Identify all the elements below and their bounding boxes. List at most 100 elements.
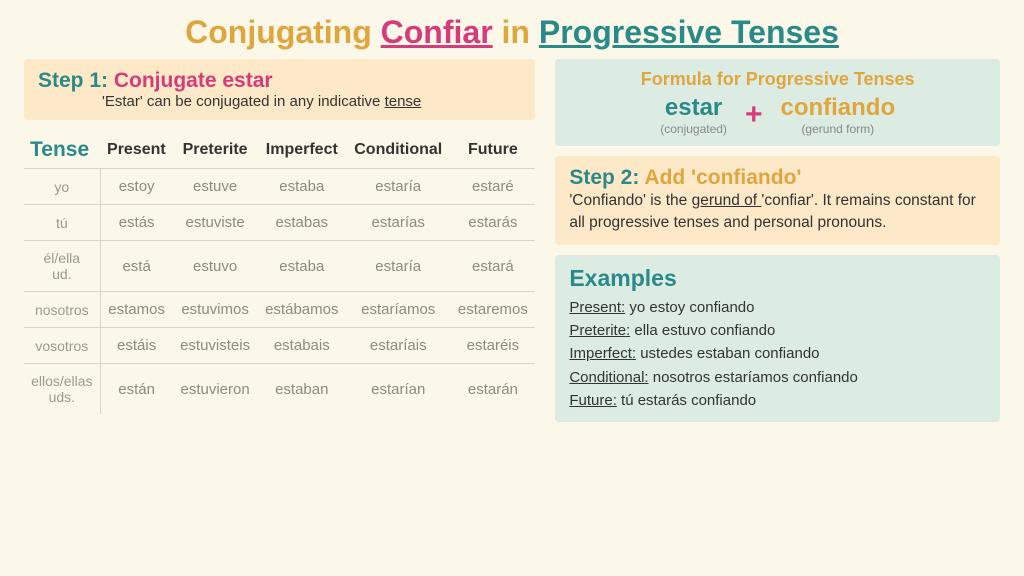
content-row: Step 1: Conjugate estar 'Estar' can be c… [0,59,1024,422]
example-tense: Conditional: [569,369,648,386]
example-text: yo estoy confiando [625,299,754,316]
conj-cell: estaremos [450,292,535,328]
conj-cell: estuvieron [173,364,258,415]
conj-cell: estaría [346,241,450,292]
table-row: yoestoyestuveestabaestaríaestaré [24,169,535,205]
pronoun-cell: ellos/ellas uds. [24,364,100,415]
table-row: ellos/ellas uds.estánestuvieronestabanes… [24,364,535,415]
example-tense: Future: [569,392,617,409]
page-title: Conjugating Confiar in Progressive Tense… [0,0,1024,59]
left-column: Step 1: Conjugate estar 'Estar' can be c… [24,59,535,422]
example-line: Preterite: ella estuvo confiando [569,319,986,342]
examples-box: Examples Present: yo estoy confiandoPret… [555,255,1000,422]
example-line: Imperfect: ustedes estaban confiando [569,342,986,365]
title-verb: Confiar [381,14,493,50]
title-tenses: Progressive Tenses [539,14,839,50]
example-tense: Present: [569,299,625,316]
conj-cell: estamos [100,292,173,328]
step2-body: 'Confiando' is the gerund of 'confiar'. … [569,190,986,235]
example-line: Present: yo estoy confiando [569,296,986,319]
step2-box: Step 2: Add 'confiando' 'Confiando' is t… [555,156,1000,245]
conj-cell: estaban [258,364,347,415]
conj-cell: estaría [346,169,450,205]
plus-icon: + [745,98,763,132]
conj-cell: estaríamos [346,292,450,328]
conj-cell: está [100,241,173,292]
conj-cell: estaré [450,169,535,205]
conj-cell: estarías [346,205,450,241]
step1-sub-before: 'Estar' can be conjugated in any indicat… [102,93,385,110]
example-tense: Preterite: [569,322,630,339]
table-row: él/ella ud.estáestuvoestabaestaríaestará [24,241,535,292]
step1-label: Step 1: [38,69,114,92]
example-line: Future: tú estarás confiando [569,389,986,412]
step1-sub-underline: tense [385,93,422,110]
step2-label: Step 2: [569,166,644,189]
conj-cell: estuvisteis [173,328,258,364]
examples-list: Present: yo estoy confiandoPreterite: el… [569,296,986,412]
conjugation-table: Tense Present Preterite Imperfect Condit… [24,132,535,414]
formula-right: confiando (gerund form) [780,94,895,136]
conj-cell: estaba [258,241,347,292]
table-row: nosotrosestamosestuvimosestábamosestaría… [24,292,535,328]
step1-heading: Step 1: Conjugate estar [38,69,521,93]
pronoun-cell: yo [24,169,100,205]
col-preterite: Preterite [173,132,258,169]
step1-box: Step 1: Conjugate estar 'Estar' can be c… [24,59,535,120]
title-prefix: Conjugating [185,14,381,50]
formula-left: estar (conjugated) [660,94,727,136]
col-imperfect: Imperfect [258,132,347,169]
example-tense: Imperfect: [569,345,636,362]
conj-cell: estuve [173,169,258,205]
formula-row: estar (conjugated) + confiando (gerund f… [569,94,986,136]
step2-title: Add 'confiando' [644,166,801,189]
col-present: Present [100,132,173,169]
table-row: vosotrosestáisestuvisteisestabaisestaría… [24,328,535,364]
conj-cell: estaréis [450,328,535,364]
step1-title: Conjugate estar [114,69,273,92]
conj-cell: estarán [450,364,535,415]
formula-head: Formula for Progressive Tenses [569,69,986,90]
conj-cell: estábamos [258,292,347,328]
step2-before: 'Confiando' is the [569,192,691,209]
conj-cell: estás [100,205,173,241]
formula-box: Formula for Progressive Tenses estar (co… [555,59,1000,146]
table-head-tense: Tense [24,132,100,169]
example-text: ella estuvo confiando [630,322,775,339]
conj-cell: estoy [100,169,173,205]
conj-cell: estarás [450,205,535,241]
example-text: nosotros estaríamos confiando [649,369,858,386]
formula-right-word: confiando [780,94,895,122]
right-column: Formula for Progressive Tenses estar (co… [555,59,1000,422]
col-future: Future [450,132,535,169]
pronoun-cell: nosotros [24,292,100,328]
formula-left-sub: (conjugated) [660,122,727,136]
pronoun-cell: vosotros [24,328,100,364]
conj-cell: estuviste [173,205,258,241]
step1-subtext: 'Estar' can be conjugated in any indicat… [38,93,521,110]
conj-cell: estuvo [173,241,258,292]
conj-cell: estarían [346,364,450,415]
conj-cell: estaba [258,169,347,205]
title-in: in [493,14,539,50]
conj-cell: estabais [258,328,347,364]
table-row: túestásestuvisteestabasestaríasestarás [24,205,535,241]
conj-cell: estáis [100,328,173,364]
example-text: tú estarás confiando [617,392,756,409]
example-line: Conditional: nosotros estaríamos confian… [569,366,986,389]
conj-cell: estabas [258,205,347,241]
conj-cell: estuvimos [173,292,258,328]
formula-right-sub: (gerund form) [780,122,895,136]
step2-heading: Step 2: Add 'confiando' [569,166,986,190]
pronoun-cell: tú [24,205,100,241]
pronoun-cell: él/ella ud. [24,241,100,292]
conj-cell: estará [450,241,535,292]
col-conditional: Conditional [346,132,450,169]
conj-cell: están [100,364,173,415]
conj-cell: estaríais [346,328,450,364]
table-body: yoestoyestuveestabaestaríaestarétúestáse… [24,169,535,415]
step2-underline: gerund of [692,192,762,209]
examples-head: Examples [569,265,986,292]
example-text: ustedes estaban confiando [636,345,819,362]
formula-left-word: estar [660,94,727,122]
